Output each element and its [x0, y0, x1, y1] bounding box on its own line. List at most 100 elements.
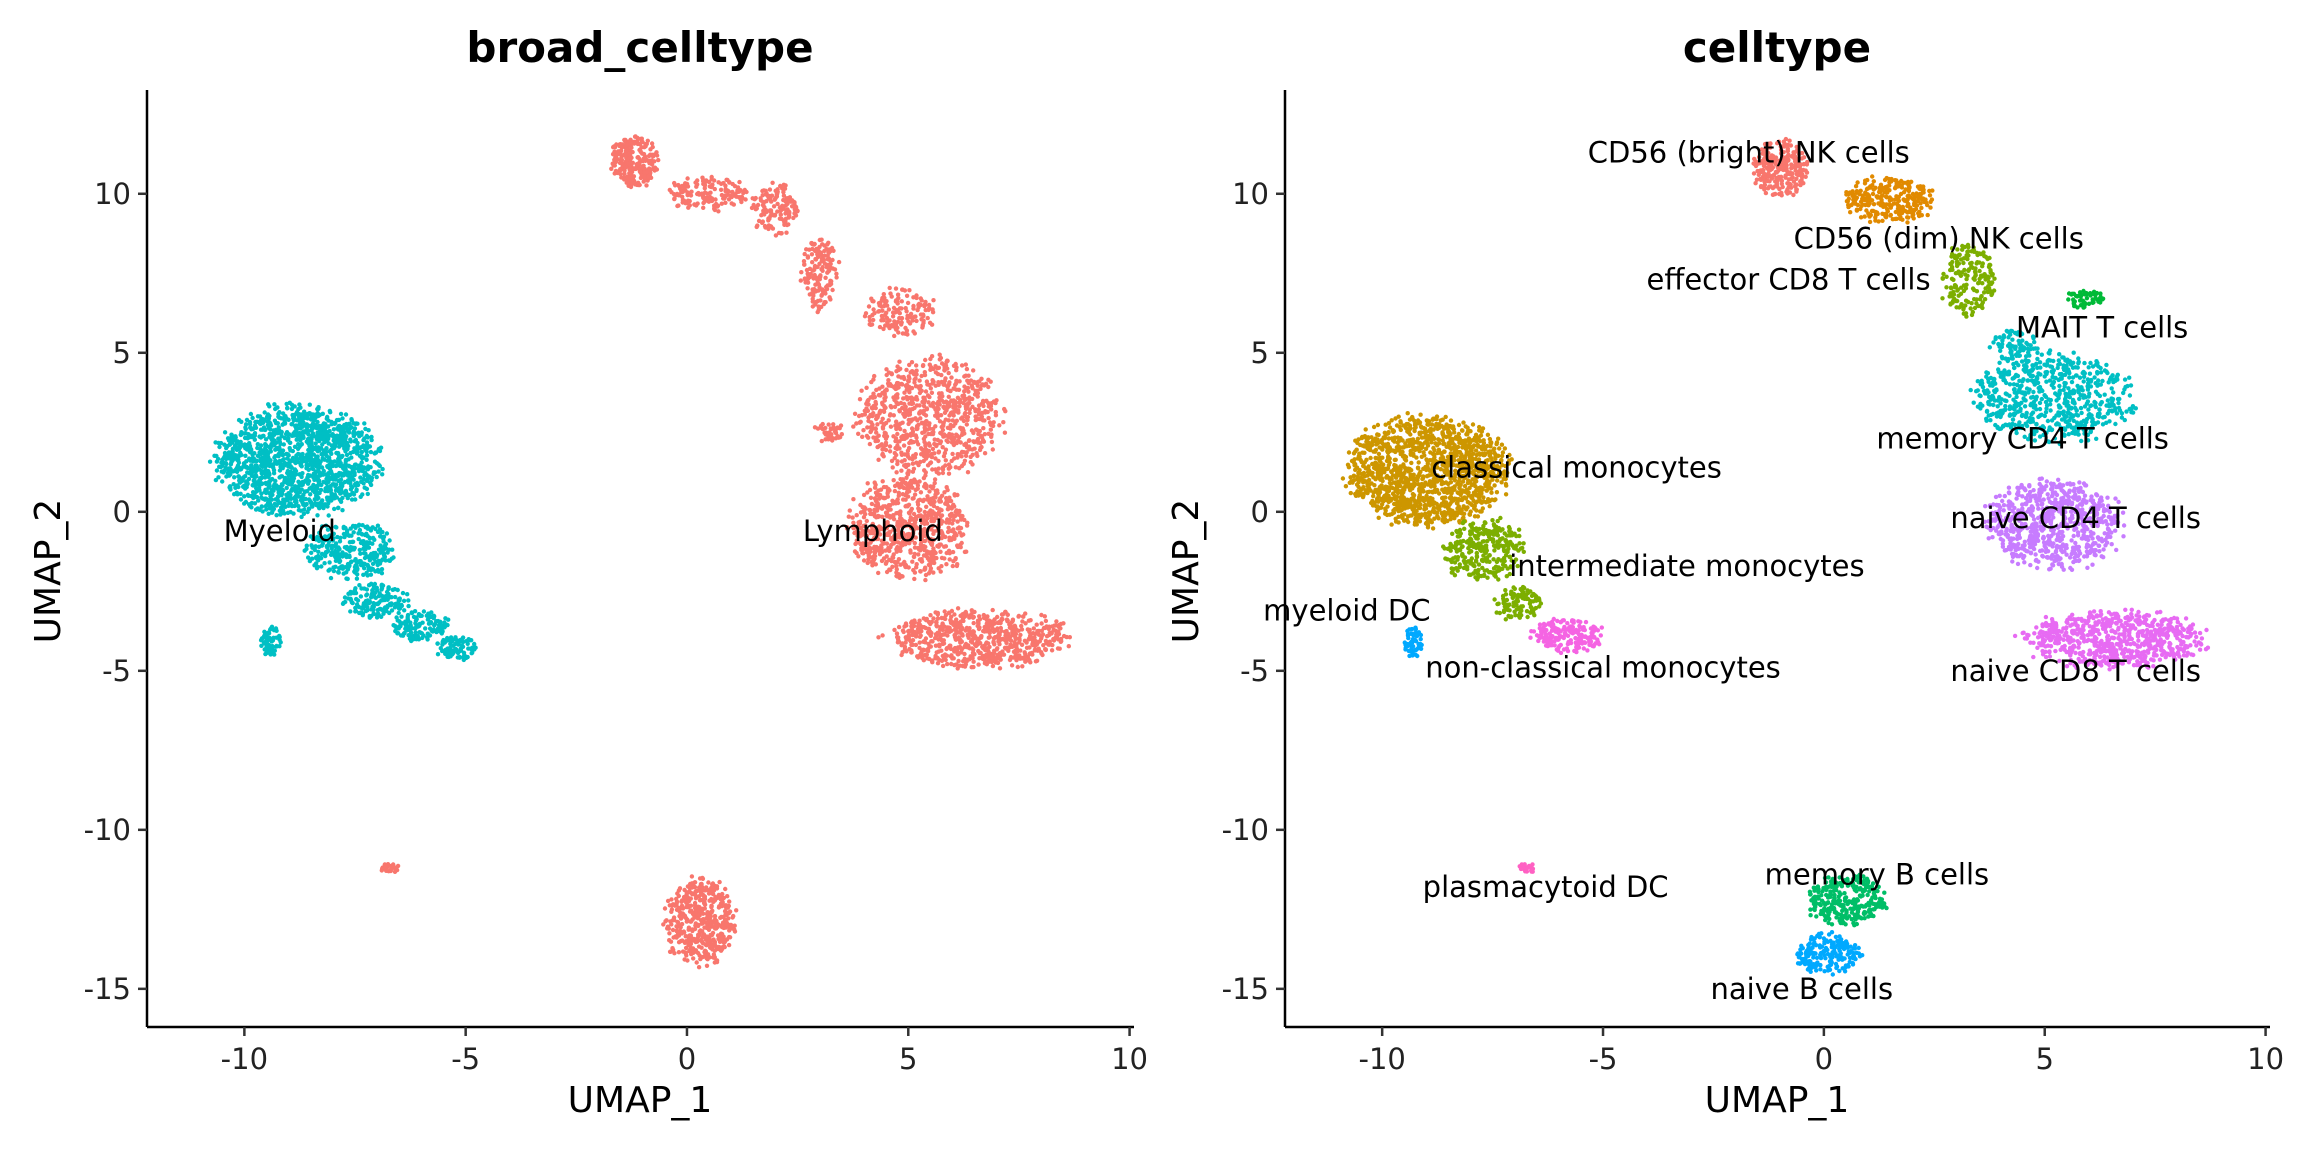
cell-point — [351, 431, 356, 436]
cell-point — [259, 636, 265, 641]
cell-point — [965, 385, 971, 391]
cell-point — [277, 634, 282, 640]
cell-point — [829, 279, 834, 284]
cell-point — [461, 650, 467, 655]
cell-point — [895, 381, 901, 386]
cell-point — [884, 299, 889, 304]
cell-point — [242, 494, 247, 499]
cell-point — [977, 447, 983, 453]
cell-point — [358, 551, 363, 556]
cell-point — [368, 555, 373, 560]
cell-point — [986, 431, 991, 436]
cell-point — [454, 638, 459, 643]
cell-point — [280, 448, 286, 453]
cell-point — [979, 434, 984, 439]
cell-point — [957, 530, 962, 535]
cell-point — [903, 306, 908, 311]
cell-point — [352, 426, 358, 431]
cell-point — [884, 505, 889, 510]
cell-point — [930, 426, 936, 432]
cell-point — [377, 527, 383, 532]
cell-point — [914, 318, 919, 324]
cell-point — [469, 651, 474, 656]
cell-point — [321, 505, 326, 511]
cell-point — [926, 423, 932, 428]
cell-point — [922, 439, 927, 445]
cell-point — [937, 499, 942, 504]
cell-point — [887, 567, 892, 572]
cell-point — [898, 477, 903, 482]
cell-point — [896, 401, 901, 407]
cell-point — [353, 563, 358, 568]
cell-point — [737, 179, 742, 185]
cell-point — [327, 560, 332, 565]
cell-point — [933, 370, 939, 375]
cell-point — [931, 379, 936, 384]
cell-point — [885, 491, 890, 496]
cell-point — [282, 460, 287, 466]
cell-point — [942, 366, 947, 371]
cell-point — [261, 640, 267, 645]
cell-point — [977, 416, 983, 422]
cell-point — [813, 282, 818, 287]
cell-point — [279, 429, 284, 435]
cell-point — [291, 416, 296, 421]
cell-point — [255, 419, 260, 424]
cell-point — [902, 428, 907, 434]
cell-point — [857, 397, 863, 402]
cell-point — [276, 425, 281, 430]
cell-point — [740, 196, 745, 201]
cell-point — [364, 457, 369, 462]
cell-point — [274, 461, 279, 466]
cell-point — [374, 474, 379, 480]
cell-point — [365, 604, 370, 610]
cell-point — [238, 439, 243, 445]
cell-point — [298, 405, 303, 410]
cell-point — [718, 187, 724, 192]
cell-point — [216, 475, 221, 480]
cell-point — [362, 586, 367, 591]
cell-point — [427, 611, 432, 617]
cell-point — [1002, 406, 1007, 412]
cell-point — [873, 405, 878, 411]
cell-point — [742, 187, 747, 193]
cell-point — [899, 320, 904, 325]
cell-point — [901, 443, 907, 448]
cell-point — [889, 371, 894, 376]
cell-point — [911, 554, 917, 559]
cell-point — [931, 570, 936, 575]
cell-point — [356, 536, 361, 542]
cell-point — [906, 445, 912, 451]
cell-point — [344, 452, 350, 458]
cell-point — [764, 191, 769, 196]
cell-point — [381, 611, 386, 616]
cell-point — [895, 461, 900, 467]
cell-point — [685, 190, 690, 195]
cell-point — [272, 455, 277, 460]
plot-title: broad_celltype — [466, 23, 813, 72]
cell-point — [353, 608, 359, 614]
cell-point — [362, 421, 367, 426]
cell-point — [910, 461, 916, 466]
cell-point — [268, 458, 273, 463]
cell-point — [965, 417, 970, 423]
cell-point — [355, 572, 360, 577]
cell-point — [652, 159, 657, 164]
cell-point — [913, 384, 919, 389]
cell-point — [777, 216, 783, 221]
cell-point — [951, 402, 957, 407]
cell-point — [695, 178, 700, 183]
cell-point — [865, 481, 870, 486]
cell-point — [386, 558, 392, 563]
cell-point — [455, 655, 460, 660]
cell-point — [264, 634, 270, 639]
cell-point — [308, 451, 313, 456]
cell-point — [943, 501, 948, 506]
cell-point — [892, 333, 897, 339]
cell-point — [341, 473, 347, 478]
cell-point — [858, 502, 863, 508]
cell-point — [335, 473, 340, 479]
cell-point — [916, 462, 921, 468]
cell-point — [357, 527, 363, 533]
cell-point — [381, 597, 386, 603]
